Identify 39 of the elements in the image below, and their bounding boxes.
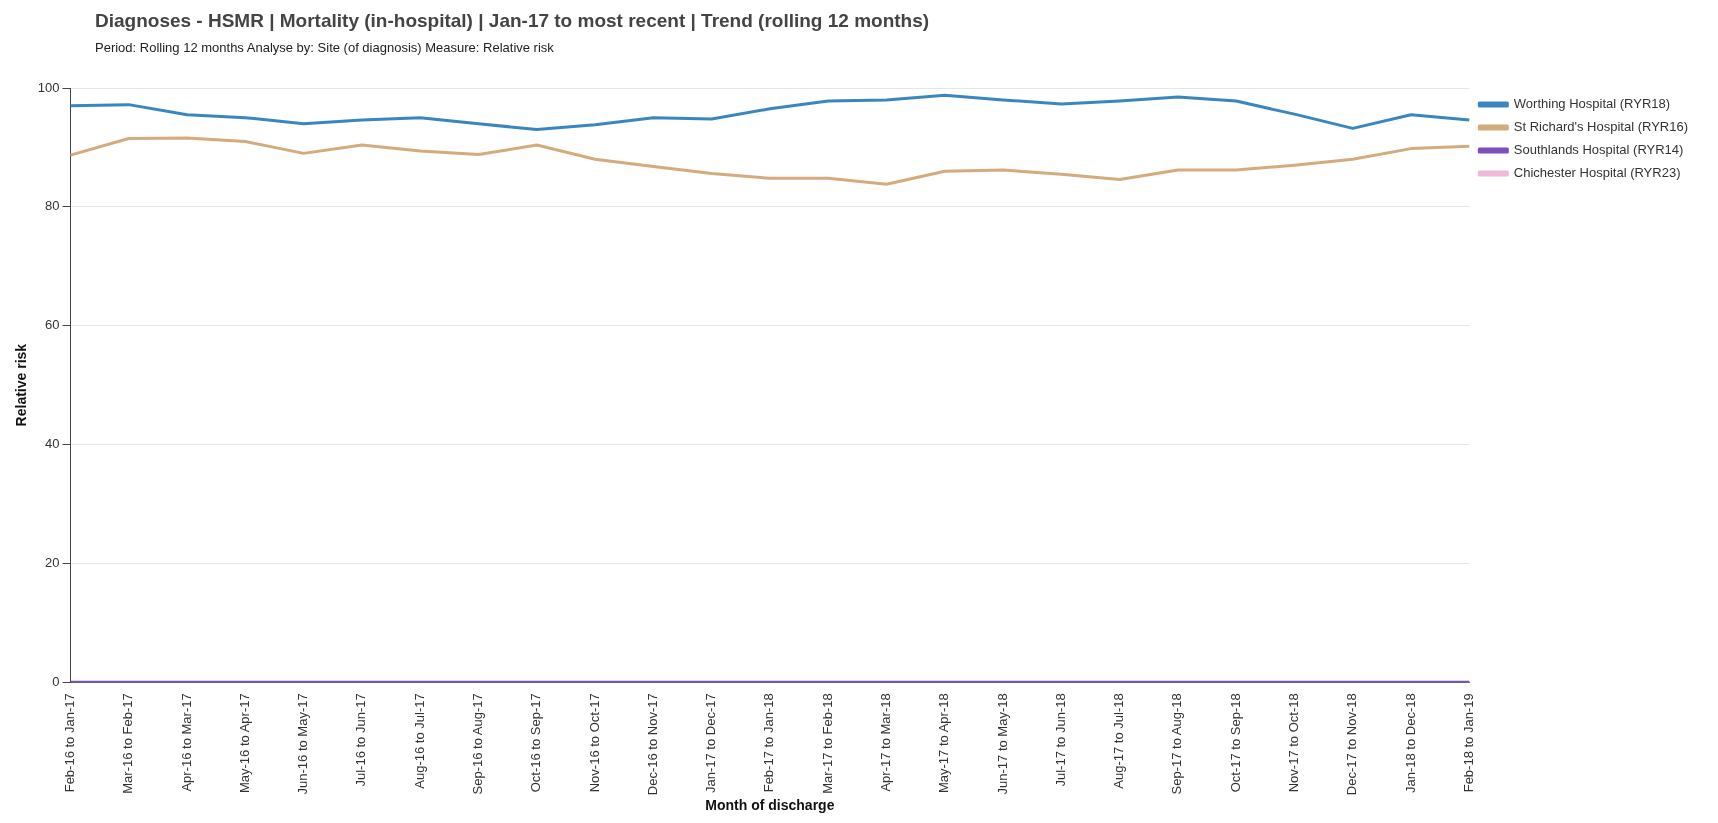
y-axis-title: Relative risk xyxy=(13,343,30,427)
y-tick-label: 80 xyxy=(45,198,60,214)
y-tick-label: 60 xyxy=(45,317,60,333)
y-tick-label: 40 xyxy=(45,436,60,452)
x-axis-title: Month of discharge xyxy=(705,797,835,814)
x-tick-label: Nov-17 to Oct-18 xyxy=(1286,693,1302,793)
x-tick-label: Jun-16 to May-17 xyxy=(295,693,311,795)
y-tick-label: 20 xyxy=(45,555,60,571)
legend-label: Southlands Hospital (RYR14) xyxy=(1513,142,1684,158)
chart-subtitle: Period: Rolling 12 months Analyse by: Site (of diagnosis) Measure: Relative risk xyxy=(95,40,554,55)
x-tick-label: Apr-16 to Mar-17 xyxy=(178,693,194,792)
x-tick-label: Jul-16 to Jun-17 xyxy=(353,693,369,787)
y-tick-label: 0 xyxy=(52,673,60,689)
x-tick-label: Sep-17 to Aug-18 xyxy=(1169,693,1185,795)
chart-title: Diagnoses - HSMR | Mortality (in-hospital) | Jan-17 to most recent | Trend (rolling 12 months) xyxy=(95,10,930,32)
x-tick-label: Jul-17 to Jun-18 xyxy=(1052,693,1068,787)
legend-label: Worthing Hospital (RYR18) xyxy=(1513,96,1671,112)
x-tick-label: Dec-17 to Nov-18 xyxy=(1344,693,1360,796)
x-tick-label: May-17 to Apr-18 xyxy=(936,693,952,794)
x-tick-label: Feb-17 to Jan-18 xyxy=(761,693,777,793)
x-tick-label: May-16 to Apr-17 xyxy=(236,693,252,794)
x-tick-label: Jan-18 to Dec-18 xyxy=(1402,693,1418,794)
x-tick-label: Mar-16 to Feb-17 xyxy=(120,693,136,794)
x-tick-label: Apr-17 to Mar-18 xyxy=(878,693,894,792)
x-tick-label: Mar-17 to Feb-18 xyxy=(819,693,835,794)
x-tick-label: Aug-16 to Jul-17 xyxy=(411,693,427,789)
x-tick-label: Aug-17 to Jul-18 xyxy=(1111,693,1127,789)
x-tick-label: Oct-16 to Sep-17 xyxy=(528,693,544,793)
x-tick-label: Feb-16 to Jan-17 xyxy=(62,693,78,793)
x-tick-label: Feb-18 to Jan-19 xyxy=(1460,693,1476,793)
legend-label: Chichester Hospital (RYR23) xyxy=(1513,165,1681,181)
y-tick-label: 100 xyxy=(37,79,60,95)
x-tick-label: Nov-16 to Oct-17 xyxy=(586,693,602,793)
x-tick-label: Jun-17 to May-18 xyxy=(994,693,1010,795)
x-tick-label: Dec-16 to Nov-17 xyxy=(644,693,660,796)
x-tick-label: Jan-17 to Dec-17 xyxy=(703,693,719,794)
x-tick-label: Sep-16 to Aug-17 xyxy=(470,693,486,795)
legend-label: St Richard's Hospital (RYR16) xyxy=(1513,119,1689,135)
x-tick-label: Oct-17 to Sep-18 xyxy=(1227,693,1243,793)
